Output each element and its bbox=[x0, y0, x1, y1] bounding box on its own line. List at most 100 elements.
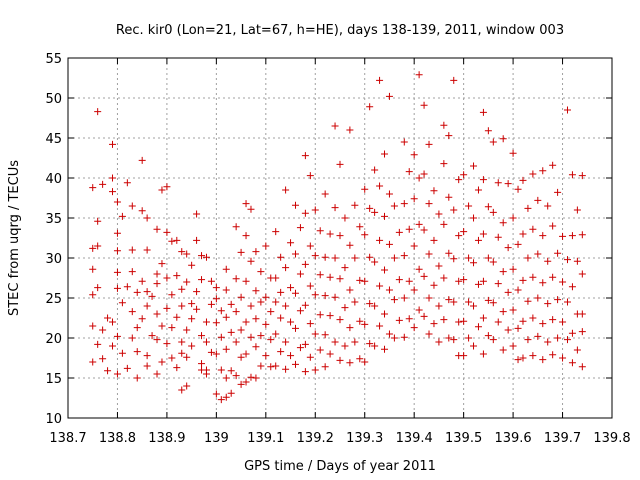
data-point bbox=[123, 364, 131, 372]
data-point bbox=[237, 380, 245, 388]
data-point bbox=[282, 186, 290, 194]
data-point bbox=[420, 170, 428, 178]
data-point bbox=[519, 354, 527, 362]
data-point bbox=[504, 288, 512, 296]
data-point bbox=[529, 314, 537, 322]
data-point bbox=[465, 254, 473, 262]
data-point bbox=[207, 348, 215, 356]
data-point bbox=[361, 231, 369, 239]
data-point bbox=[183, 353, 191, 361]
data-point bbox=[153, 336, 161, 344]
data-point bbox=[316, 227, 324, 235]
x-tick-label: 139.1 bbox=[247, 431, 284, 446]
data-point bbox=[494, 179, 502, 187]
x-tick-labels: 138.7 138.8 138.9 139 139.1 139.2 139.3 139.4 13… bbox=[49, 431, 630, 446]
data-point bbox=[291, 289, 299, 297]
data-point bbox=[361, 185, 369, 193]
data-point bbox=[138, 207, 146, 215]
data-point bbox=[529, 170, 537, 178]
data-point bbox=[455, 318, 463, 326]
data-point bbox=[232, 223, 240, 231]
data-point bbox=[282, 264, 290, 272]
data-point bbox=[420, 312, 428, 320]
data-point bbox=[440, 274, 448, 282]
data-point bbox=[227, 328, 235, 336]
data-point bbox=[148, 332, 156, 340]
data-point bbox=[178, 338, 186, 346]
data-point bbox=[346, 126, 354, 134]
data-point bbox=[168, 291, 176, 299]
data-point bbox=[509, 214, 517, 222]
x-tick-label: 138.7 bbox=[49, 431, 86, 446]
data-point bbox=[568, 171, 576, 179]
data-point bbox=[188, 315, 196, 323]
data-point bbox=[242, 318, 250, 326]
data-point bbox=[376, 236, 384, 244]
data-point bbox=[183, 326, 191, 334]
data-point bbox=[331, 338, 339, 346]
data-point bbox=[252, 374, 260, 382]
data-point bbox=[193, 236, 201, 244]
data-point bbox=[336, 316, 344, 324]
data-point bbox=[89, 322, 97, 330]
data-point bbox=[267, 336, 275, 344]
data-point bbox=[178, 386, 186, 394]
data-point bbox=[321, 331, 329, 339]
data-point bbox=[484, 254, 492, 262]
data-point bbox=[356, 355, 364, 363]
data-point bbox=[212, 284, 220, 292]
data-point bbox=[351, 201, 359, 209]
data-point bbox=[257, 332, 265, 340]
y-tick-label: 50 bbox=[45, 92, 62, 107]
data-point bbox=[346, 324, 354, 332]
data-point bbox=[287, 352, 295, 360]
data-point bbox=[445, 249, 453, 257]
data-point bbox=[242, 200, 250, 208]
data-point bbox=[366, 204, 374, 212]
data-point bbox=[311, 206, 319, 214]
data-point bbox=[415, 265, 423, 273]
data-point bbox=[366, 253, 374, 261]
data-point bbox=[425, 140, 433, 148]
data-point bbox=[267, 363, 275, 371]
data-point bbox=[109, 140, 117, 148]
plot-frame bbox=[67, 57, 613, 419]
data-point bbox=[222, 374, 230, 382]
y-tick-label: 10 bbox=[45, 412, 62, 427]
data-point bbox=[549, 273, 557, 281]
data-point bbox=[519, 317, 527, 325]
data-point bbox=[514, 286, 522, 294]
data-point bbox=[133, 288, 141, 296]
data-point bbox=[138, 156, 146, 164]
data-point bbox=[153, 370, 161, 378]
data-point bbox=[277, 348, 285, 356]
data-point bbox=[400, 200, 408, 208]
data-point bbox=[336, 275, 344, 283]
data-point bbox=[217, 396, 225, 404]
data-point bbox=[113, 198, 121, 206]
data-point bbox=[257, 268, 265, 276]
data-point bbox=[336, 160, 344, 168]
data-point bbox=[504, 326, 512, 334]
data-point bbox=[109, 174, 117, 182]
x-tick-label: 138.9 bbox=[148, 431, 185, 446]
data-point bbox=[489, 138, 497, 146]
data-point bbox=[554, 249, 562, 257]
data-point bbox=[395, 316, 403, 324]
data-point bbox=[578, 328, 586, 336]
data-point bbox=[158, 322, 166, 330]
data-point bbox=[257, 362, 265, 370]
data-point bbox=[291, 201, 299, 209]
data-point bbox=[514, 240, 522, 248]
data-point bbox=[435, 338, 443, 346]
data-point bbox=[212, 390, 220, 398]
data-point bbox=[390, 254, 398, 262]
data-point bbox=[519, 176, 527, 184]
data-point bbox=[410, 242, 418, 250]
data-point bbox=[504, 180, 512, 188]
data-point bbox=[104, 367, 112, 375]
data-point bbox=[153, 225, 161, 233]
data-point bbox=[489, 336, 497, 344]
data-point bbox=[341, 264, 349, 272]
data-point bbox=[247, 333, 255, 341]
